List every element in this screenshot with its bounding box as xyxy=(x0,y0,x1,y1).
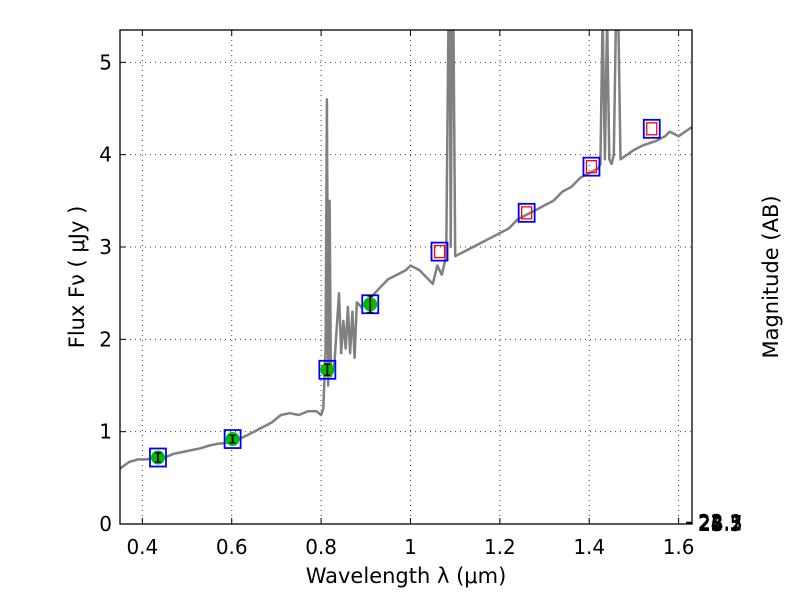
axis-ticks xyxy=(120,30,692,525)
mag-tick-label: 23.5 xyxy=(698,512,743,536)
y-tick-label: 3 xyxy=(99,235,112,259)
photometry-markers xyxy=(149,118,661,468)
y-tick-label: 0 xyxy=(99,512,112,536)
mag-tick-label: 22.7 xyxy=(698,511,743,535)
y-tick-label: 4 xyxy=(99,143,112,167)
y-tick-label: 1 xyxy=(99,420,112,444)
mag-tick-label: 22.5 xyxy=(698,511,743,535)
x-tick-label: 0.4 xyxy=(126,535,158,559)
axis-tick-labels: 0.4 0.6 0.8 1 1.2 1.4 1.601234522.122.322.522.… xyxy=(99,50,742,559)
predicted-photometry-box xyxy=(646,122,658,136)
y-tick-label: 2 xyxy=(99,327,112,351)
predicted-photometry-box xyxy=(585,160,598,174)
y2-axis-label: Magnitude (AB) xyxy=(759,195,783,358)
mag-tick-label: 23.2 xyxy=(698,511,743,535)
model-photometry-box xyxy=(582,156,601,177)
model-photometry-box xyxy=(223,429,242,449)
spectrum-line xyxy=(120,30,692,470)
mag-tick-label: 26 xyxy=(698,512,723,536)
mag-tick-label: 24.5 xyxy=(698,512,743,536)
x-tick-label: 1 xyxy=(404,535,417,559)
x-axis-label: Wavelength λ (μm) xyxy=(306,564,507,588)
x-tick-label: 0.8 xyxy=(305,535,337,559)
model-photometry-box xyxy=(149,447,167,468)
mag-tick-label: 22.3 xyxy=(698,511,743,535)
mag-tick-label: 24 xyxy=(698,512,723,536)
model-photometry-box xyxy=(318,359,337,380)
x-tick-label: 0.6 xyxy=(216,535,248,559)
model-photometry-box xyxy=(642,118,661,139)
x-tick-label: 1.2 xyxy=(484,535,516,559)
y-tick-label: 5 xyxy=(99,50,112,74)
predicted-photometry-box xyxy=(433,244,446,259)
plot-frame xyxy=(119,29,693,525)
x-tick-label: 1.6 xyxy=(663,535,695,559)
predicted-photometry-box xyxy=(521,206,533,220)
mag-tick-label: 25 xyxy=(698,512,723,536)
model-photometry-box xyxy=(430,241,449,262)
x-tick-label: 1.4 xyxy=(573,535,605,559)
spectrum-layer xyxy=(120,30,692,470)
model-photometry-box xyxy=(517,202,536,223)
mag-tick-label: 23 xyxy=(698,511,723,535)
mag-tick-label: 22.1 xyxy=(698,510,743,534)
y-axis-label: Flux Fν ( μJy ) xyxy=(65,206,89,349)
